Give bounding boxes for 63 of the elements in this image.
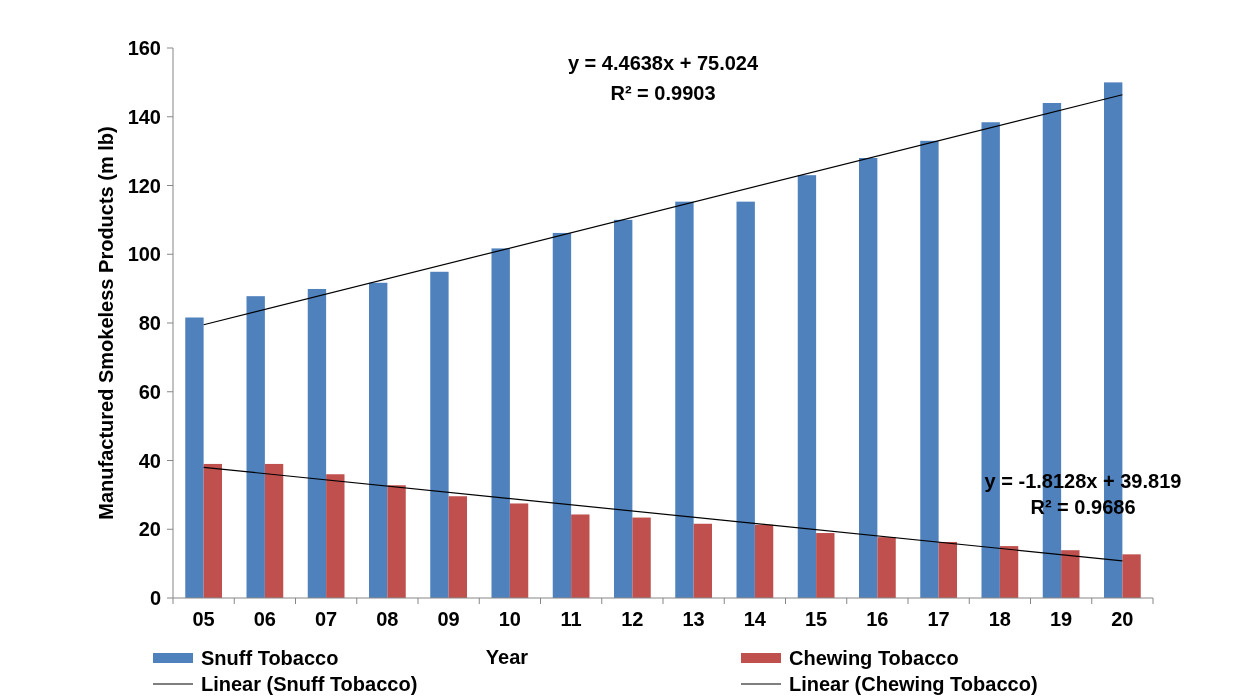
bar	[185, 317, 204, 598]
bar	[938, 541, 957, 598]
x-tick-label: 19	[1050, 608, 1073, 630]
legend-label: Chewing Tobacco	[789, 647, 959, 669]
bar	[509, 503, 529, 598]
x-tick-label: 14	[743, 608, 767, 630]
x-tick-label: 07	[315, 608, 338, 630]
legend-label: Linear (Chewing Tobacco)	[789, 673, 1038, 695]
bar	[264, 463, 284, 598]
x-tick-label: 10	[498, 608, 521, 630]
y-tick-label: 100	[127, 243, 161, 266]
bar	[430, 271, 449, 598]
x-tick-label: 13	[682, 608, 705, 630]
x-tick-label: 11	[560, 608, 582, 630]
y-tick-label: 160	[127, 37, 161, 59]
x-axis-title: Year	[485, 646, 529, 668]
bar	[675, 201, 694, 598]
x-tick-label: 18	[988, 608, 1011, 630]
y-tick-label: 80	[138, 312, 161, 334]
bar	[816, 533, 835, 598]
x-tick-label: 20	[1111, 608, 1134, 630]
bar	[246, 296, 265, 598]
legend-label: Linear (Snuff Tobacco)	[201, 673, 418, 695]
bar	[614, 219, 633, 598]
x-tick-label: 17	[927, 608, 950, 630]
bar	[552, 232, 572, 598]
x-tick-label: 08	[376, 608, 399, 630]
y-tick-label: 0	[149, 587, 161, 609]
x-tick-label: 05	[192, 608, 215, 630]
annotation: y = 4.4638x + 75.024	[567, 52, 759, 74]
bar	[693, 523, 712, 598]
y-tick-label: 60	[138, 380, 161, 403]
x-tick-label: 09	[437, 608, 460, 630]
bar	[387, 485, 406, 598]
bar	[736, 201, 755, 598]
x-tick-label: 12	[621, 608, 644, 630]
bar	[203, 463, 222, 598]
y-tick-label: 140	[127, 105, 161, 128]
bar	[920, 140, 939, 598]
bar	[859, 158, 878, 598]
bar	[981, 122, 1000, 598]
x-tick-label: 16	[866, 608, 889, 630]
bar	[307, 288, 327, 598]
bar	[571, 514, 590, 598]
y-axis-title: Manufactured Smokeless Products (m lb)	[95, 126, 117, 520]
bar	[1122, 554, 1141, 598]
bar	[1061, 550, 1080, 598]
x-tick-label: 15	[805, 608, 828, 630]
y-tick-label: 40	[138, 449, 161, 472]
annotation: R² = 0.9903	[610, 82, 716, 104]
bar	[448, 496, 467, 598]
bar	[754, 524, 774, 598]
legend-label: Snuff Tobacco	[201, 647, 339, 669]
bar	[369, 282, 388, 598]
bar	[491, 248, 510, 598]
y-tick-label: 20	[138, 518, 161, 541]
bar	[999, 546, 1019, 598]
bar	[797, 175, 817, 598]
x-tick-label: 06	[253, 608, 276, 630]
bar	[877, 537, 896, 598]
bar	[326, 474, 345, 598]
bar	[632, 517, 651, 598]
y-tick-label: 120	[127, 174, 161, 197]
